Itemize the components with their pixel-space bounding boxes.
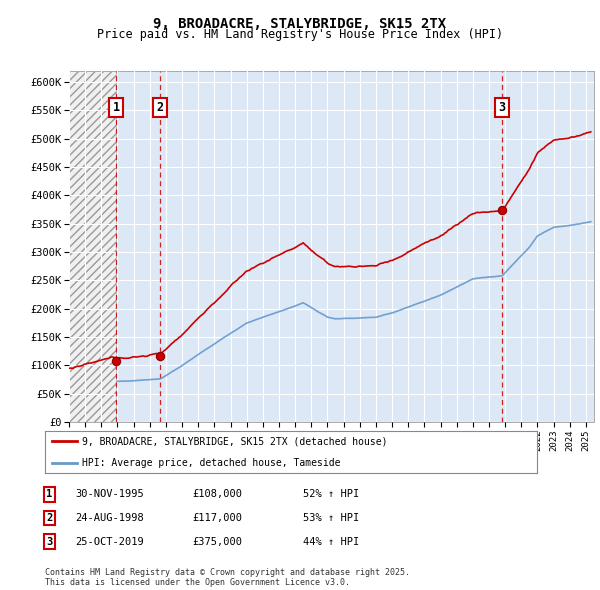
Text: 53% ↑ HPI: 53% ↑ HPI [303,513,359,523]
Text: 3: 3 [46,537,52,546]
Text: £375,000: £375,000 [192,537,242,546]
Text: 3: 3 [499,101,506,114]
Text: 2: 2 [46,513,52,523]
Text: £117,000: £117,000 [192,513,242,523]
Text: 9, BROADACRE, STALYBRIDGE, SK15 2TX (detached house): 9, BROADACRE, STALYBRIDGE, SK15 2TX (det… [82,437,388,446]
Text: 30-NOV-1995: 30-NOV-1995 [75,490,144,499]
Text: 1: 1 [46,490,52,499]
Text: 1: 1 [113,101,119,114]
Text: £108,000: £108,000 [192,490,242,499]
Text: 9, BROADACRE, STALYBRIDGE, SK15 2TX: 9, BROADACRE, STALYBRIDGE, SK15 2TX [154,17,446,31]
Text: 2: 2 [157,101,164,114]
Text: Contains HM Land Registry data © Crown copyright and database right 2025.
This d: Contains HM Land Registry data © Crown c… [45,568,410,587]
Text: 24-AUG-1998: 24-AUG-1998 [75,513,144,523]
Text: 52% ↑ HPI: 52% ↑ HPI [303,490,359,499]
Text: HPI: Average price, detached house, Tameside: HPI: Average price, detached house, Tame… [82,458,340,467]
Text: Price paid vs. HM Land Registry's House Price Index (HPI): Price paid vs. HM Land Registry's House … [97,28,503,41]
Text: 44% ↑ HPI: 44% ↑ HPI [303,537,359,546]
Bar [69,71,116,422]
Text: 25-OCT-2019: 25-OCT-2019 [75,537,144,546]
